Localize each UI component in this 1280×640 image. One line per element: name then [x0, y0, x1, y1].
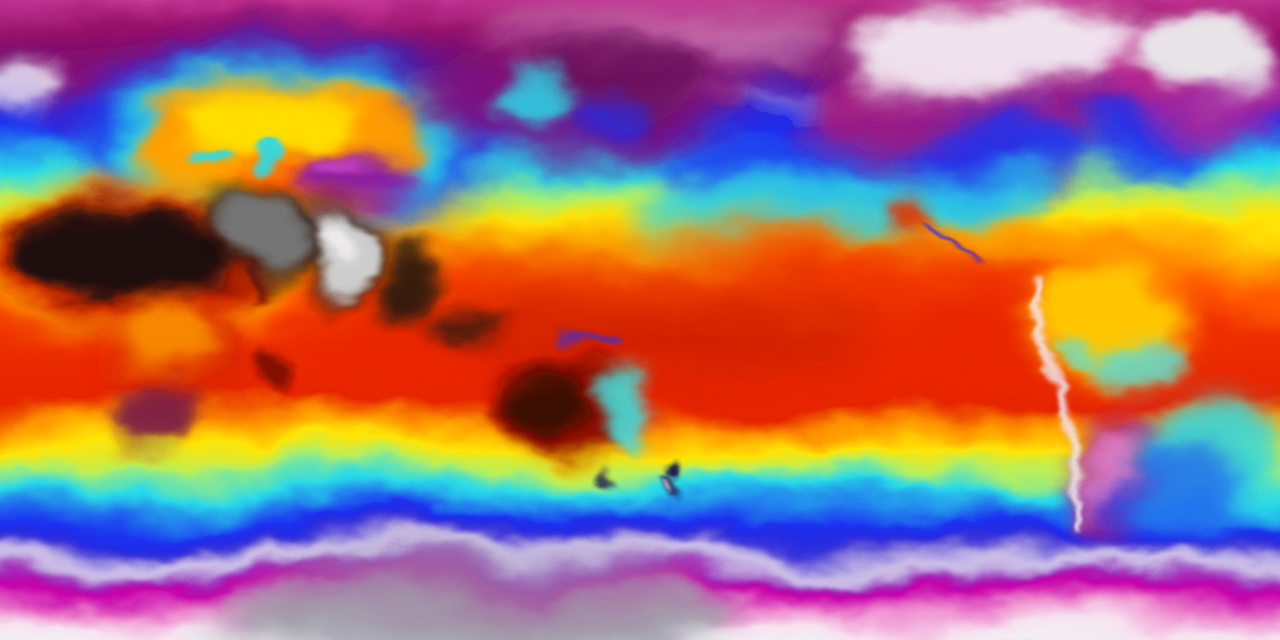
- global-temperature-map: [0, 0, 1280, 640]
- turbulence-grain-overlay: [0, 0, 1280, 640]
- temperature-map-canvas: [0, 0, 1280, 640]
